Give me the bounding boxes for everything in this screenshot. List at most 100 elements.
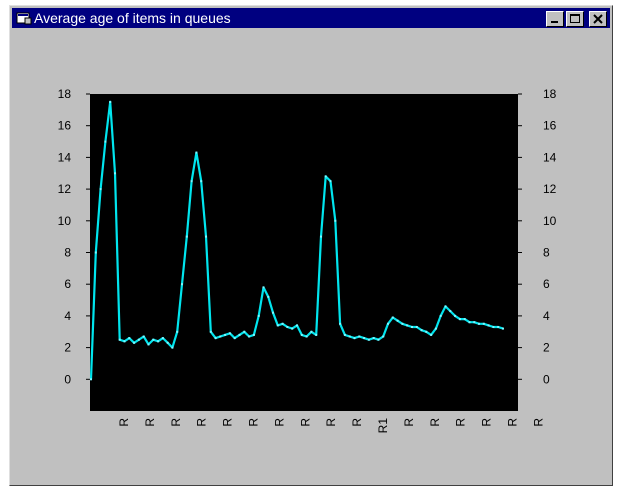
data-point — [334, 219, 337, 222]
data-point — [200, 180, 203, 183]
minimize-icon — [551, 21, 558, 23]
data-point — [257, 314, 260, 317]
data-point — [286, 326, 289, 328]
y-tick-label-left: 12 — [58, 182, 72, 196]
chart-window: Average age of items in queues 0 2 4 6 8 10 12… — [9, 5, 613, 486]
data-point — [425, 330, 428, 333]
data-point — [181, 283, 183, 286]
data-point — [324, 175, 327, 178]
data-point — [468, 321, 471, 324]
y-tick-label-right: 4 — [543, 309, 550, 323]
y-axis-left: 0 2 4 6 8 10 12 14 16 18 — [58, 87, 90, 386]
y-tick-label-left: 6 — [64, 277, 71, 291]
data-point — [391, 316, 394, 319]
data-point — [252, 333, 255, 336]
data-point — [137, 338, 140, 341]
data-point — [233, 337, 236, 340]
x-tick-label: R — [531, 418, 545, 427]
data-point — [267, 295, 270, 298]
close-icon — [593, 14, 603, 24]
data-point — [114, 172, 116, 175]
y-tick-label-left: 14 — [58, 150, 72, 164]
data-point — [305, 335, 308, 338]
data-point — [353, 337, 356, 340]
data-point — [171, 346, 174, 349]
data-point — [195, 151, 198, 154]
data-point — [166, 341, 169, 344]
x-tick-label: R1 — [376, 418, 390, 434]
data-point — [276, 324, 279, 327]
data-point — [492, 326, 495, 328]
data-point — [478, 322, 480, 325]
data-point — [205, 235, 207, 238]
y-tick-label-right: 6 — [543, 277, 550, 291]
data-point — [315, 333, 318, 336]
data-point — [123, 340, 126, 343]
x-tick-label: R — [324, 418, 338, 427]
data-point — [224, 333, 227, 336]
data-point — [104, 140, 107, 143]
data-point — [128, 337, 131, 340]
data-point — [343, 333, 346, 336]
y-tick-label-right: 12 — [543, 182, 557, 196]
data-point — [281, 322, 284, 325]
data-point — [430, 333, 433, 336]
title-bar[interactable]: Average age of items in queues — [12, 8, 610, 28]
app-window-icon — [16, 12, 32, 25]
maximize-button[interactable] — [566, 11, 584, 27]
y-tick-label-left: 10 — [58, 214, 72, 228]
data-point — [310, 330, 313, 333]
y-tick-label-left: 4 — [64, 309, 71, 323]
x-tick-label: R — [480, 418, 494, 427]
maximize-icon — [570, 14, 580, 23]
x-tick-label: R — [272, 418, 286, 427]
data-point — [382, 335, 385, 338]
data-point — [219, 335, 222, 338]
data-point — [133, 341, 136, 344]
series-group — [89, 100, 504, 381]
y-tick-label-right: 2 — [543, 341, 550, 355]
data-point — [487, 324, 490, 327]
data-point — [339, 322, 342, 325]
x-tick-label: R — [428, 418, 442, 427]
y-tick-label-left: 8 — [64, 246, 71, 260]
data-point — [502, 327, 504, 330]
x-tick-label: R — [506, 418, 520, 427]
x-tick-label: R — [221, 418, 235, 427]
data-point — [372, 337, 375, 340]
close-button[interactable] — [589, 11, 607, 27]
data-point — [367, 338, 370, 341]
data-point — [439, 314, 442, 317]
y-tick-label-right: 18 — [543, 87, 557, 101]
data-point — [238, 333, 241, 336]
y-tick-label-right: 10 — [543, 214, 557, 228]
data-point — [296, 324, 298, 327]
data-point — [363, 337, 366, 340]
data-point — [185, 235, 188, 238]
data-point — [454, 314, 457, 317]
data-point — [444, 305, 447, 308]
x-tick-label: R — [169, 418, 183, 427]
y-tick-label-left: 16 — [58, 119, 72, 133]
data-point — [157, 340, 160, 343]
data-point — [291, 327, 294, 330]
data-point — [109, 100, 112, 103]
data-point — [320, 235, 322, 238]
minimize-button[interactable] — [546, 11, 564, 27]
data-point — [329, 180, 332, 183]
x-tick-label: R — [247, 418, 261, 427]
data-point — [161, 337, 164, 340]
data-point — [396, 319, 399, 322]
window-title: Average age of items in queues — [34, 10, 231, 26]
data-point — [401, 322, 404, 325]
y-tick-label-left: 0 — [64, 372, 71, 386]
y-tick-label-left: 18 — [58, 87, 72, 101]
data-point — [214, 337, 217, 340]
x-tick-label: R — [117, 418, 131, 427]
data-point — [406, 324, 409, 327]
x-tick-label: R — [143, 418, 157, 427]
data-point — [434, 327, 437, 330]
y-tick-label-right: 14 — [543, 150, 557, 164]
data-point — [152, 338, 155, 341]
y-tick-label-right: 8 — [543, 246, 550, 260]
